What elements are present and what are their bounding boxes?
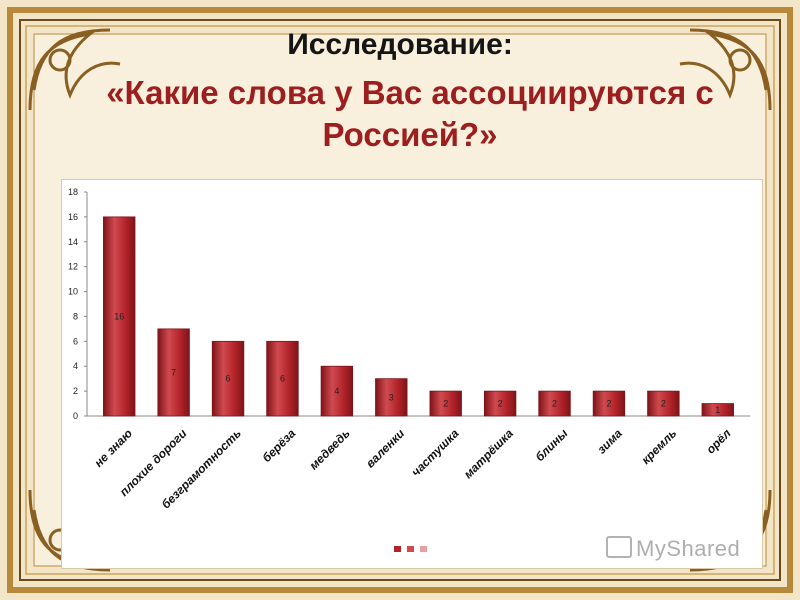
y-tick-label: 10: [68, 287, 78, 297]
data-label: 6: [280, 374, 285, 384]
category-label: зима: [594, 426, 625, 457]
legend-marker: [420, 546, 427, 552]
bar: [647, 390, 680, 417]
data-label: 2: [443, 399, 448, 409]
bar: [320, 365, 354, 417]
bar: [701, 403, 734, 417]
legend-marker: [407, 546, 414, 552]
bar: [375, 378, 408, 417]
data-label: 1: [715, 405, 720, 415]
bar: [157, 328, 190, 417]
y-tick-label: 14: [68, 237, 78, 247]
category-label: частушка: [409, 426, 462, 479]
category-label: орёл: [703, 426, 734, 457]
data-label: 2: [552, 399, 557, 409]
category-label: берёза: [260, 426, 299, 465]
bar: [483, 390, 517, 417]
watermark: MyShared: [606, 536, 740, 562]
y-tick-label: 12: [68, 262, 78, 272]
data-label: 6: [226, 374, 231, 384]
y-tick-label: 18: [68, 187, 78, 197]
data-label: 4: [334, 386, 339, 396]
data-label: 16: [114, 311, 124, 321]
data-label: 3: [389, 392, 394, 402]
data-label: 2: [661, 399, 666, 409]
bar: [592, 390, 626, 417]
category-label: кремль: [639, 426, 680, 467]
y-tick-label: 0: [73, 411, 78, 421]
bar: [538, 390, 571, 417]
corner-ornament-tr: [679, 28, 772, 111]
page-title: Исследование:: [287, 28, 513, 61]
bar: [266, 340, 299, 417]
y-tick-label: 8: [73, 311, 78, 321]
y-tick-label: 2: [73, 386, 78, 396]
category-label: матрёшка: [461, 426, 516, 481]
category-label: валенки: [363, 426, 408, 471]
bar: [429, 390, 462, 417]
presentation-icon: [606, 536, 632, 558]
y-tick-label: 4: [73, 361, 78, 371]
data-label: 2: [606, 399, 611, 409]
category-label: блины: [533, 426, 571, 464]
watermark-text: MyShared: [636, 536, 741, 561]
bar: [103, 216, 136, 417]
data-label: 2: [498, 399, 503, 409]
corner-ornament-tl: [28, 28, 121, 111]
chart-panel: 0 2 4 6 8 10 12 14 16 18 16 не знаю 7 плохие дороги 6 б…: [62, 180, 762, 568]
category-label: не знаю: [91, 426, 135, 470]
legend-marker: [394, 546, 401, 552]
y-tick-label: 16: [68, 212, 78, 222]
page-subtitle: «Какие слова у Вас ассоциируются с Росси…: [106, 74, 714, 153]
data-label: 7: [171, 367, 176, 377]
category-label: медведь: [307, 426, 353, 472]
y-tick-label: 6: [73, 336, 78, 346]
bar: [211, 340, 245, 417]
